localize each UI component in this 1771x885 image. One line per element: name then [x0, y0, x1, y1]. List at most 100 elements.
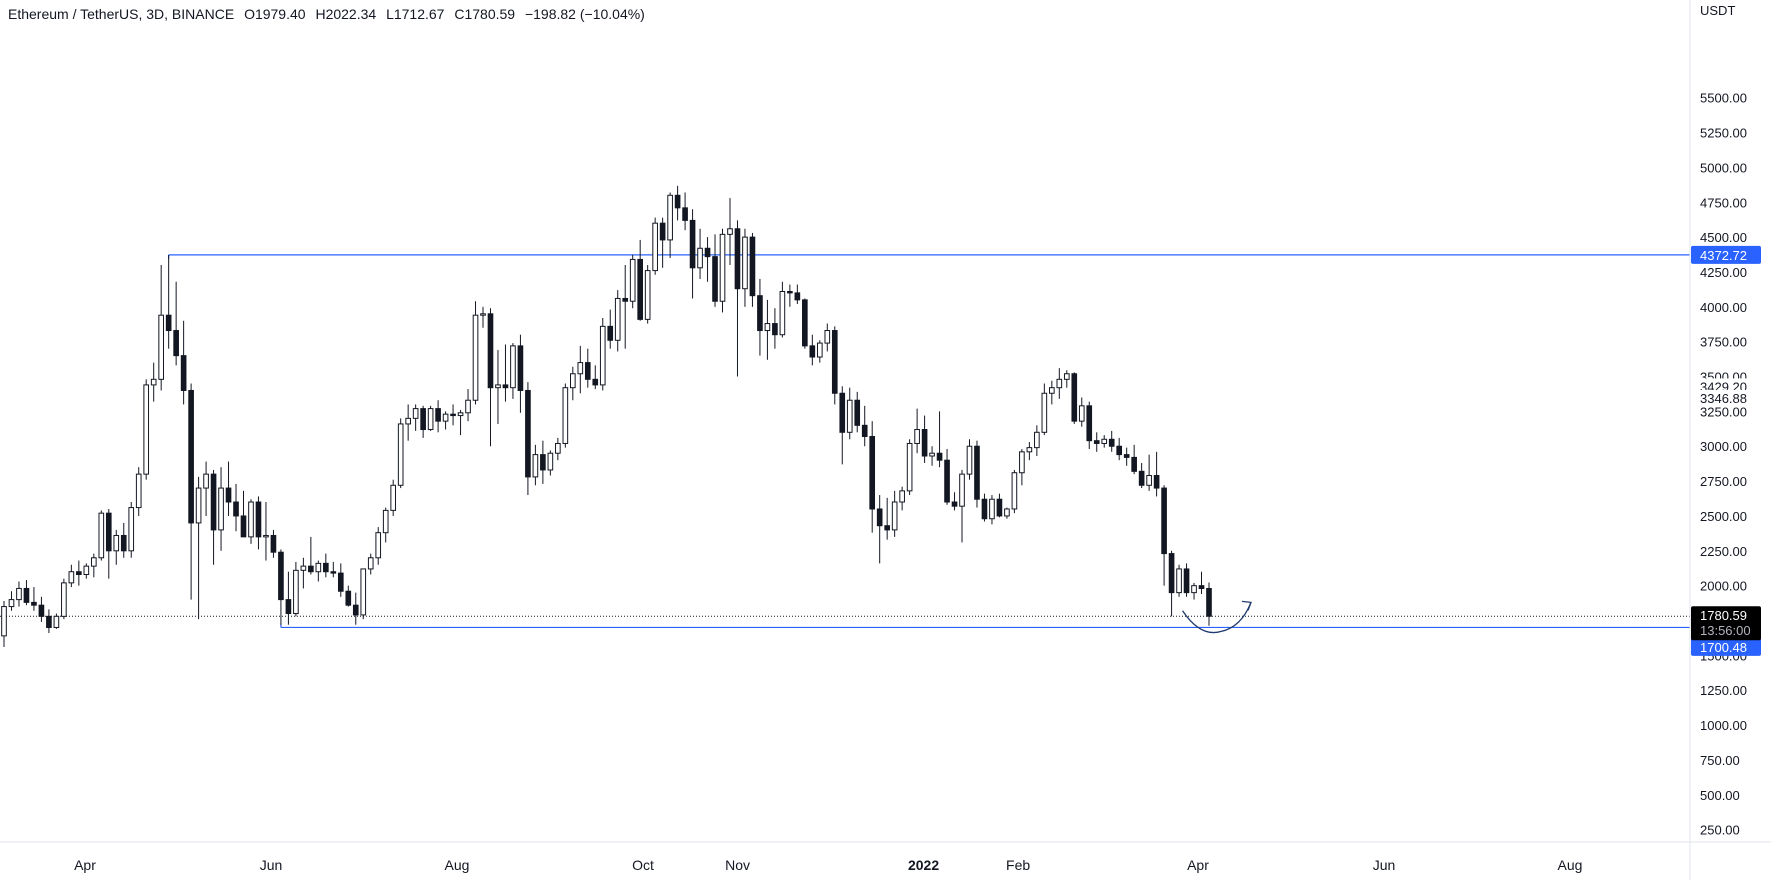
candle[interactable]: [330, 561, 337, 578]
candle[interactable]: [173, 281, 179, 366]
candle[interactable]: [1078, 397, 1085, 427]
candle[interactable]: [255, 496, 262, 550]
candle[interactable]: [1161, 485, 1167, 586]
candle[interactable]: [180, 320, 187, 405]
candle[interactable]: [1183, 563, 1190, 597]
candle[interactable]: [1063, 370, 1070, 388]
candle[interactable]: [502, 344, 509, 402]
candle[interactable]: [188, 383, 194, 600]
candle[interactable]: [697, 228, 703, 279]
candle[interactable]: [734, 220, 741, 377]
candle[interactable]: [420, 405, 426, 438]
candle[interactable]: [876, 495, 883, 564]
candle[interactable]: [308, 536, 314, 575]
candle[interactable]: [861, 405, 868, 447]
candle[interactable]: [712, 234, 718, 307]
candle[interactable]: [248, 499, 254, 544]
candle[interactable]: [906, 439, 913, 496]
candle[interactable]: [352, 592, 359, 625]
candle[interactable]: [802, 298, 808, 349]
candle[interactable]: [787, 284, 793, 307]
candle[interactable]: [637, 239, 644, 321]
candle[interactable]: [128, 502, 135, 558]
candle[interactable]: [996, 493, 1003, 518]
candle[interactable]: [884, 497, 890, 540]
candle[interactable]: [981, 493, 988, 522]
candle[interactable]: [854, 391, 861, 433]
candle[interactable]: [779, 281, 786, 338]
candle[interactable]: [719, 228, 726, 313]
candle[interactable]: [38, 596, 45, 622]
candle[interactable]: [644, 265, 651, 324]
candle[interactable]: [914, 408, 920, 454]
candle[interactable]: [382, 507, 389, 543]
candle[interactable]: [599, 317, 606, 391]
candle[interactable]: [652, 217, 658, 275]
candle[interactable]: [120, 522, 127, 558]
candle[interactable]: [1123, 447, 1130, 466]
candle[interactable]: [240, 490, 247, 538]
candle[interactable]: [951, 492, 958, 511]
candle[interactable]: [165, 254, 172, 349]
candle[interactable]: [772, 308, 778, 349]
candle[interactable]: [427, 405, 434, 431]
candle[interactable]: [667, 192, 673, 259]
candle[interactable]: [1004, 507, 1010, 519]
candle[interactable]: [674, 185, 681, 221]
candle[interactable]: [300, 557, 307, 589]
candle[interactable]: [1138, 462, 1145, 489]
candle[interactable]: [1191, 582, 1197, 600]
candle[interactable]: [412, 404, 419, 431]
candle[interactable]: [203, 461, 209, 516]
candle[interactable]: [742, 228, 748, 307]
candle[interactable]: [472, 301, 479, 405]
candle[interactable]: [105, 508, 112, 579]
candle[interactable]: [899, 486, 905, 511]
candle[interactable]: [83, 563, 90, 579]
candle[interactable]: [974, 440, 980, 508]
candle[interactable]: [629, 254, 636, 309]
candle[interactable]: [540, 440, 546, 484]
candle[interactable]: [150, 362, 157, 402]
candle[interactable]: [525, 382, 531, 496]
candle[interactable]: [584, 348, 591, 388]
candle[interactable]: [569, 366, 576, 401]
candle[interactable]: [76, 560, 82, 586]
candle[interactable]: [195, 476, 202, 620]
candle[interactable]: [158, 265, 164, 391]
candle[interactable]: [367, 553, 374, 575]
candle[interactable]: [397, 418, 404, 489]
candle[interactable]: [1, 600, 7, 648]
candle[interactable]: [921, 415, 928, 463]
candle[interactable]: [1101, 435, 1108, 448]
candle[interactable]: [457, 409, 464, 436]
candle[interactable]: [517, 334, 524, 413]
candle[interactable]: [824, 323, 831, 352]
candle[interactable]: [270, 529, 277, 558]
candle[interactable]: [98, 510, 105, 561]
candle[interactable]: [1041, 383, 1048, 436]
candle[interactable]: [1153, 451, 1160, 497]
candle[interactable]: [1056, 368, 1063, 399]
candle[interactable]: [323, 553, 329, 578]
candle[interactable]: [749, 232, 756, 307]
candle[interactable]: [1093, 432, 1100, 452]
candle[interactable]: [1049, 380, 1055, 405]
candle[interactable]: [1108, 430, 1115, 452]
candle[interactable]: [315, 560, 322, 582]
candle[interactable]: [337, 563, 344, 597]
candle[interactable]: [1176, 564, 1182, 597]
candle[interactable]: [1131, 444, 1137, 475]
candle[interactable]: [592, 365, 599, 390]
candle[interactable]: [345, 585, 352, 607]
candle[interactable]: [23, 580, 30, 606]
candle[interactable]: [891, 490, 898, 537]
candle[interactable]: [405, 404, 411, 441]
candle[interactable]: [442, 411, 449, 430]
candle[interactable]: [607, 309, 614, 349]
candle[interactable]: [989, 495, 995, 525]
candle[interactable]: [809, 334, 816, 366]
candle[interactable]: [577, 345, 584, 394]
candle[interactable]: [936, 411, 943, 468]
